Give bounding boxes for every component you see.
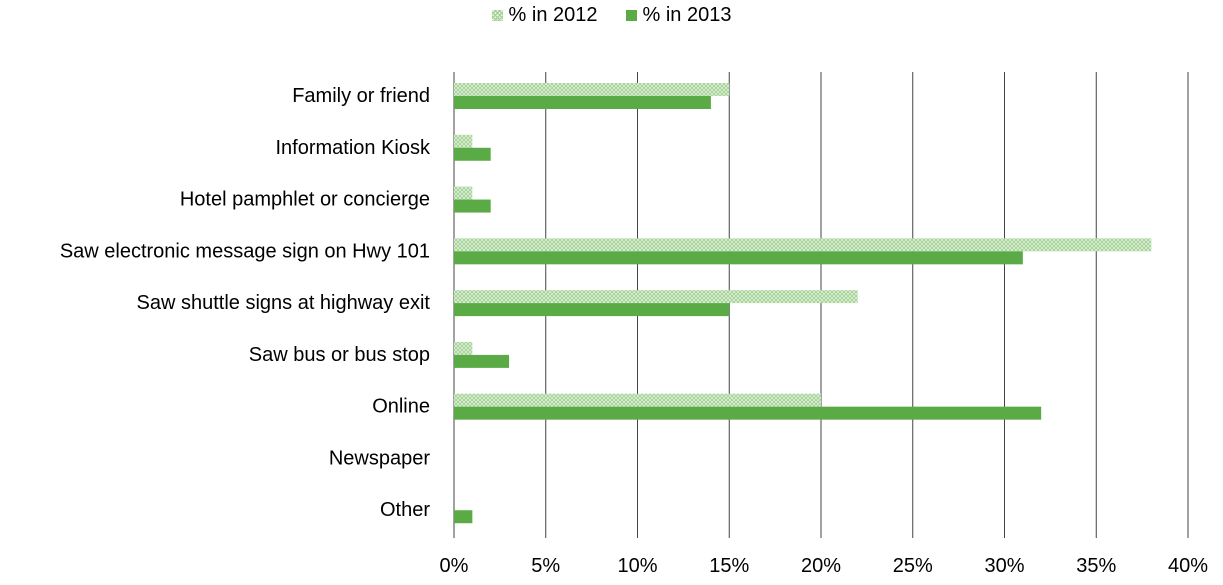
x-tick-label: 0% — [440, 555, 469, 577]
x-tick-label: 5% — [531, 555, 560, 577]
legend-item-2013: % in 2013 — [625, 4, 732, 27]
x-tick-label: 20% — [801, 555, 841, 577]
bar-2013 — [454, 251, 1023, 265]
x-tick-label: 15% — [709, 555, 749, 577]
category-label: Saw electronic message sign on Hwy 101 — [60, 240, 430, 262]
bar-2012 — [454, 290, 858, 304]
category-label: Newspaper — [329, 447, 431, 469]
bar-2012 — [454, 238, 1152, 252]
x-tick-label: 30% — [984, 555, 1024, 577]
legend-swatch-2013 — [625, 10, 637, 21]
bar-2012 — [454, 341, 473, 355]
category-label: Saw shuttle signs at highway exit — [137, 292, 431, 314]
x-tick-label: 35% — [1076, 555, 1116, 577]
x-tick-label: 40% — [1168, 555, 1208, 577]
legend-item-2012: % in 2012 — [491, 4, 598, 27]
bar-2013 — [454, 147, 491, 161]
bar-2012 — [454, 134, 473, 148]
x-tick-label: 10% — [617, 555, 657, 577]
bar-2012 — [454, 186, 473, 200]
bar-2013 — [454, 303, 730, 317]
x-tick-label: 25% — [893, 555, 933, 577]
legend: % in 2012 % in 2013 — [0, 4, 1223, 27]
category-label: Online — [372, 396, 430, 418]
category-label: Other — [380, 499, 430, 521]
bar-2013 — [454, 96, 711, 109]
category-label: Family or friend — [292, 85, 430, 107]
bar-2012 — [454, 393, 821, 407]
category-label: Saw bus or bus stop — [249, 344, 430, 366]
legend-swatch-2012 — [491, 10, 503, 21]
bar-2013 — [454, 510, 473, 524]
bar-2013 — [454, 199, 491, 213]
category-label: Information Kiosk — [275, 137, 431, 159]
bar-2013 — [454, 406, 1042, 420]
legend-label-2012: % in 2012 — [508, 4, 598, 26]
bar-2013 — [454, 354, 510, 368]
bar-2012 — [454, 83, 730, 96]
legend-label-2013: % in 2013 — [642, 4, 732, 26]
category-label: Hotel pamphlet or concierge — [180, 189, 430, 211]
